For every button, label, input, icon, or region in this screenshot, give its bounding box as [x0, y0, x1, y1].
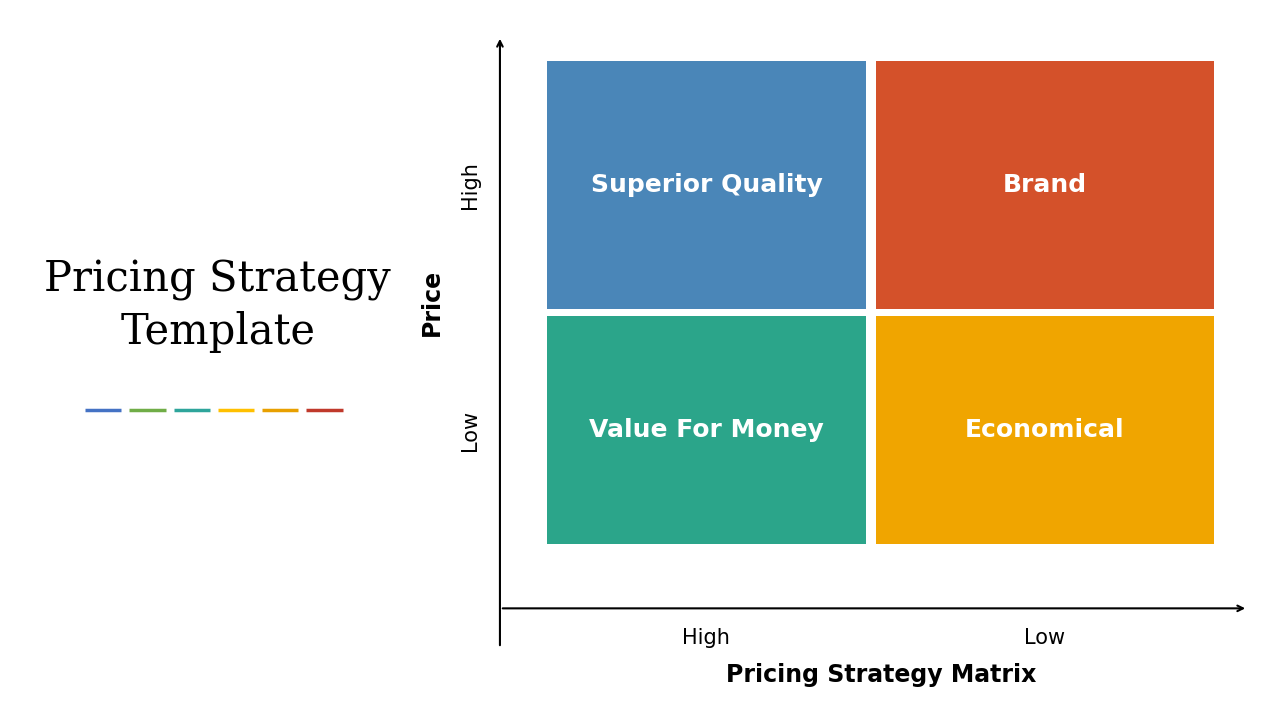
Bar	[548, 316, 865, 544]
Text: Pricing Strategy
Template: Pricing Strategy Template	[45, 259, 392, 353]
Text: Pricing Strategy Matrix: Pricing Strategy Matrix	[726, 663, 1036, 687]
Text: Price: Price	[420, 269, 444, 336]
Text: Brand: Brand	[1002, 173, 1087, 197]
Text: Low: Low	[460, 410, 480, 451]
Text: Low: Low	[1024, 628, 1065, 648]
Text: Superior Quality: Superior Quality	[590, 173, 822, 197]
Bar	[876, 316, 1215, 544]
Bar	[876, 60, 1215, 309]
Text: Value For Money: Value For Money	[589, 418, 824, 442]
Text: Economical: Economical	[965, 418, 1125, 442]
Bar	[548, 60, 865, 309]
Text: High: High	[682, 628, 731, 648]
Text: High: High	[460, 161, 480, 209]
